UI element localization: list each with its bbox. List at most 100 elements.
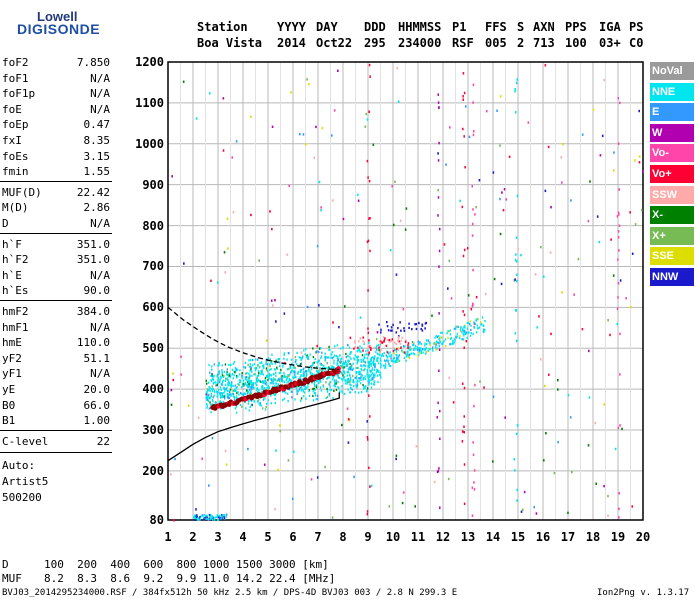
echo-point bbox=[269, 368, 271, 371]
noise-streak-point bbox=[463, 415, 465, 418]
noise-point bbox=[631, 252, 634, 255]
echo-point bbox=[235, 411, 238, 414]
oblique-echo-point bbox=[420, 350, 423, 353]
es-echo-point bbox=[199, 518, 201, 521]
param-value: 1.00 bbox=[83, 414, 111, 428]
param-value: 351.0 bbox=[76, 237, 110, 251]
param-yf1: yF1 N/A bbox=[2, 366, 110, 381]
echo-point bbox=[234, 388, 236, 391]
echo-point bbox=[214, 402, 217, 405]
noise-point bbox=[520, 510, 523, 513]
noise-point bbox=[391, 185, 394, 188]
echo-point bbox=[241, 384, 244, 387]
es-echo-point bbox=[212, 516, 214, 519]
nnw-echo-point bbox=[400, 329, 402, 332]
y-tick-label: 500 bbox=[142, 341, 164, 356]
oblique-echo-point bbox=[395, 350, 398, 353]
ssw-echo-point bbox=[379, 345, 381, 348]
noise-point bbox=[561, 291, 563, 294]
es-echo-point bbox=[211, 517, 213, 520]
echo-point bbox=[258, 389, 260, 392]
param-key: hmE bbox=[2, 336, 22, 350]
echo-point bbox=[355, 384, 357, 387]
echo-point bbox=[365, 390, 368, 393]
echo-point bbox=[283, 390, 286, 393]
echo-point bbox=[346, 354, 349, 358]
es-echo-point bbox=[222, 515, 224, 518]
echo-point bbox=[250, 366, 252, 369]
echo-point bbox=[329, 381, 331, 384]
oblique-echo-point bbox=[435, 334, 437, 338]
oblique-echo-point bbox=[450, 343, 452, 346]
echo-point bbox=[300, 374, 303, 377]
noise-streak-point bbox=[367, 331, 370, 335]
echo-point bbox=[300, 358, 302, 362]
echo-point bbox=[222, 395, 224, 399]
echo-point bbox=[249, 382, 251, 386]
echo-point bbox=[261, 407, 264, 410]
param-value: N/A bbox=[90, 367, 110, 381]
echo-point bbox=[238, 393, 240, 396]
echo-point bbox=[379, 357, 382, 360]
es-echo-point bbox=[196, 516, 198, 518]
oblique-echo-point bbox=[381, 354, 383, 357]
param-value: 22.42 bbox=[76, 185, 110, 199]
noise-point bbox=[250, 213, 252, 217]
echo-point bbox=[301, 378, 304, 381]
echo-point bbox=[361, 346, 363, 349]
echo-point bbox=[367, 353, 370, 357]
separator bbox=[0, 429, 112, 431]
echo-point bbox=[254, 373, 256, 376]
echo-point bbox=[323, 366, 326, 369]
oblique-echo-point bbox=[456, 335, 458, 338]
noise-streak-point bbox=[462, 95, 464, 98]
echo-point bbox=[372, 383, 375, 386]
oblique-echo-point bbox=[447, 336, 449, 339]
echo-point bbox=[335, 382, 337, 385]
echo-point bbox=[351, 364, 353, 367]
noise-streak-point bbox=[439, 437, 441, 441]
noise-point bbox=[316, 244, 319, 248]
oblique-echo-point bbox=[413, 341, 415, 344]
y-tick-label: 900 bbox=[142, 177, 164, 192]
echo-point bbox=[369, 374, 372, 377]
echo-point bbox=[319, 368, 321, 371]
echo-point bbox=[256, 374, 259, 378]
echo-point bbox=[314, 358, 316, 361]
x-tick-label: 3 bbox=[214, 530, 222, 544]
echo-point bbox=[316, 379, 318, 382]
noise-point bbox=[300, 351, 303, 354]
noise-streak-point bbox=[463, 135, 465, 138]
separator bbox=[0, 180, 112, 182]
param-value: 0.47 bbox=[83, 118, 111, 132]
echo-point bbox=[288, 378, 291, 381]
noise-point bbox=[389, 248, 392, 252]
distance-row: D 100 200 400 600 800 1000 1500 3000 [km] bbox=[2, 558, 329, 571]
noise-point bbox=[621, 427, 623, 431]
noise-point bbox=[404, 228, 407, 231]
echo-point bbox=[346, 380, 348, 383]
noise-streak-point bbox=[438, 227, 441, 231]
echo-point bbox=[289, 364, 291, 367]
param-clevel: C-level 22 bbox=[2, 434, 110, 449]
echo-point bbox=[341, 372, 343, 375]
noise-streak-point bbox=[617, 426, 620, 430]
y-tick-label: 1200 bbox=[135, 55, 164, 69]
header-value-8: 713 bbox=[533, 36, 555, 50]
noise-point bbox=[464, 105, 467, 108]
echo-point bbox=[286, 381, 288, 384]
noise-point bbox=[332, 321, 334, 324]
echo-point bbox=[270, 394, 272, 397]
echo-point bbox=[249, 392, 251, 395]
echo-point bbox=[380, 364, 382, 367]
noise-point bbox=[613, 169, 615, 172]
echo-point bbox=[356, 361, 359, 364]
echo-point bbox=[272, 378, 274, 381]
echo-point bbox=[342, 369, 344, 372]
echo-point bbox=[259, 403, 261, 406]
echo-point bbox=[356, 371, 358, 374]
nnw-echo-point bbox=[397, 326, 399, 330]
logo-digisonde: DIGISONDE bbox=[17, 21, 101, 37]
echo-point bbox=[356, 379, 359, 382]
echo-point bbox=[326, 387, 328, 391]
